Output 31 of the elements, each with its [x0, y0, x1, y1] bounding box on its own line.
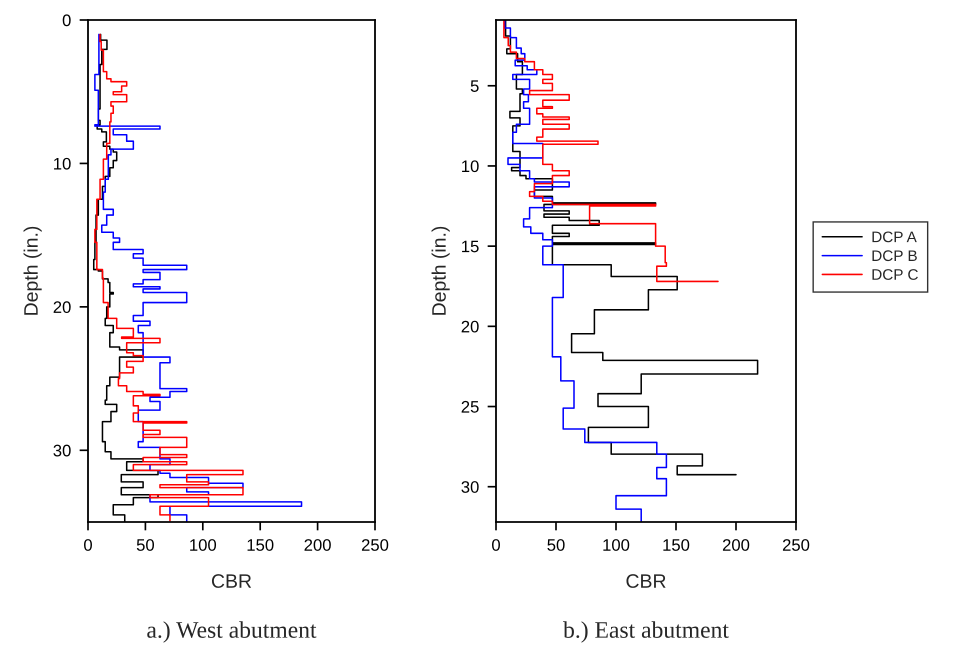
x-tick-label: 50: [547, 539, 565, 551]
x-tick-label: 0: [492, 539, 500, 551]
x-tick-label: 150: [248, 539, 274, 551]
legend-label: DCP C: [872, 269, 918, 280]
y-tick-label: 20: [54, 301, 71, 314]
y-tick-label: 10: [54, 158, 71, 170]
y-tick-label: 15: [462, 240, 479, 252]
x-axis-title: CBR: [212, 574, 252, 588]
x-tick-label: 100: [190, 539, 216, 551]
x-tick-label: 150: [663, 539, 690, 551]
text: b.) East abutment: [563, 621, 729, 643]
x-tick-label: 250: [782, 539, 810, 551]
legend-label: DCP A: [872, 231, 917, 242]
x-tick-label: 250: [362, 539, 388, 551]
y-tick-label: 30: [461, 481, 479, 493]
y-tick-label: 25: [462, 400, 479, 413]
y-tick-label: 30: [53, 444, 71, 456]
y-tick-label: 5: [470, 80, 479, 92]
x-tick-label: 100: [603, 539, 630, 551]
y-tick-label: 0: [62, 14, 71, 26]
x-tick-label: 0: [84, 539, 92, 551]
x-tick-label: 200: [304, 539, 331, 551]
legend-label: DCP B: [872, 250, 917, 262]
x-axis-title: CBR: [626, 574, 666, 588]
x-tick-label: 200: [722, 539, 750, 551]
y-axis-title: Depth (in.): [432, 226, 450, 315]
x-tick-label: 50: [136, 539, 154, 551]
text: a.) West abutment: [147, 621, 316, 643]
y-axis-title: Depth (in.): [24, 226, 42, 315]
y-tick-label: 20: [462, 320, 479, 333]
y-tick-label: 10: [462, 160, 479, 172]
